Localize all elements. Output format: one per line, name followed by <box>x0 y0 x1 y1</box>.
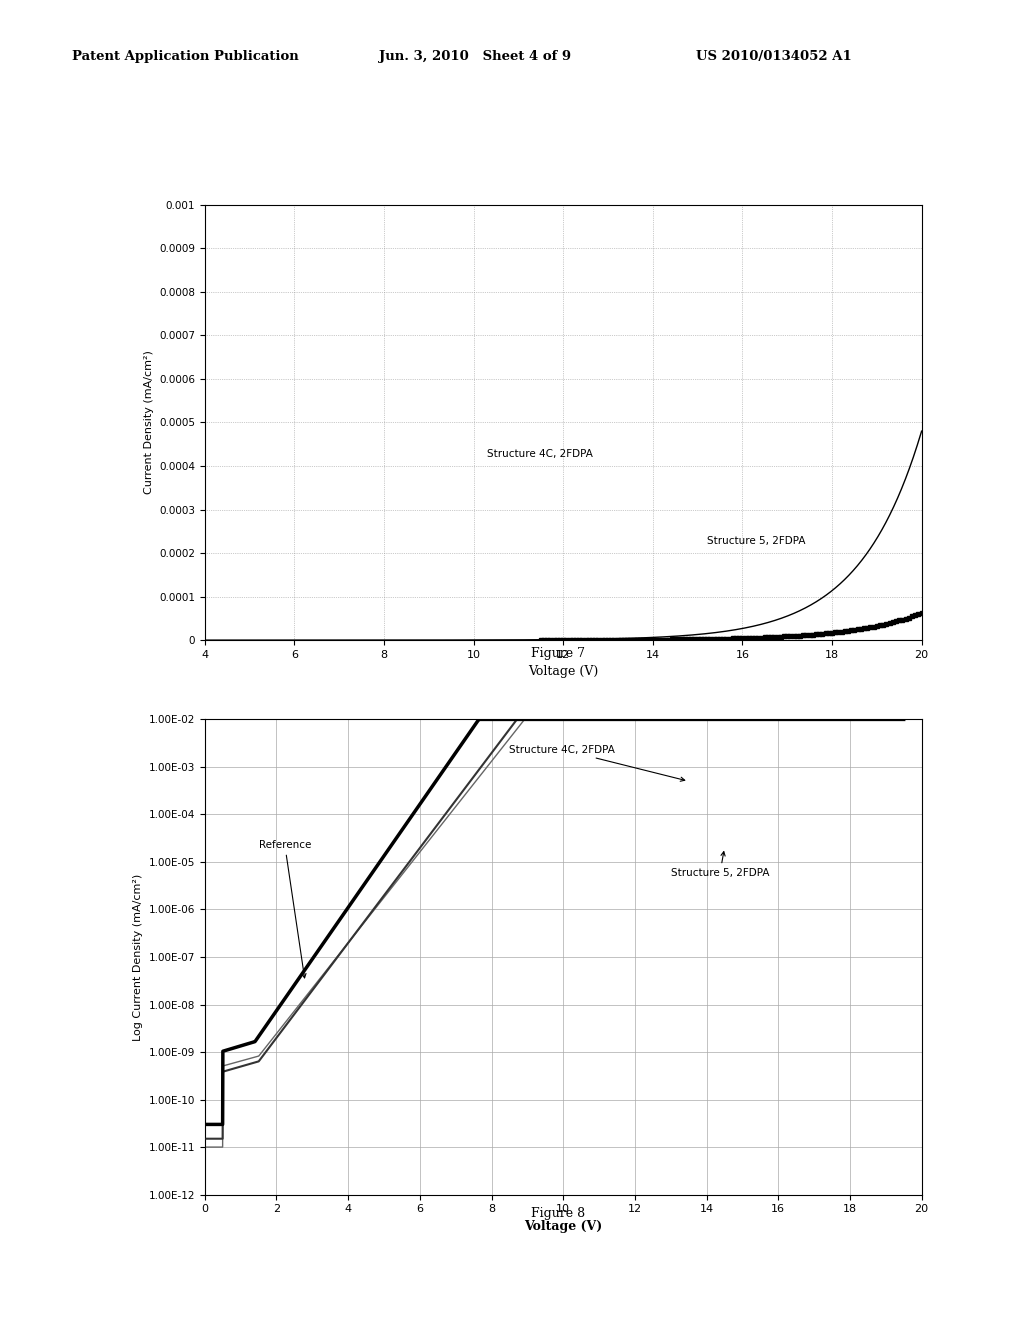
Text: Structure 4C, 2FDPA: Structure 4C, 2FDPA <box>510 744 685 781</box>
Text: US 2010/0134052 A1: US 2010/0134052 A1 <box>696 50 852 63</box>
Text: Jun. 3, 2010   Sheet 4 of 9: Jun. 3, 2010 Sheet 4 of 9 <box>379 50 571 63</box>
Text: Structure 4C, 2FDPA: Structure 4C, 2FDPA <box>487 449 593 459</box>
Text: Patent Application Publication: Patent Application Publication <box>72 50 298 63</box>
Y-axis label: Log Current Density (mA/cm²): Log Current Density (mA/cm²) <box>133 874 143 1040</box>
X-axis label: Voltage (V): Voltage (V) <box>524 1220 602 1233</box>
Text: Figure 8: Figure 8 <box>531 1206 585 1220</box>
Text: Reference: Reference <box>258 840 311 978</box>
Text: Structure 5, 2FDPA: Structure 5, 2FDPA <box>707 536 805 546</box>
X-axis label: Voltage (V): Voltage (V) <box>528 665 598 678</box>
Text: Figure 7: Figure 7 <box>531 647 585 660</box>
Text: Structure 5, 2FDPA: Structure 5, 2FDPA <box>671 851 769 878</box>
Y-axis label: Current Density (mA/cm²): Current Density (mA/cm²) <box>143 351 154 494</box>
